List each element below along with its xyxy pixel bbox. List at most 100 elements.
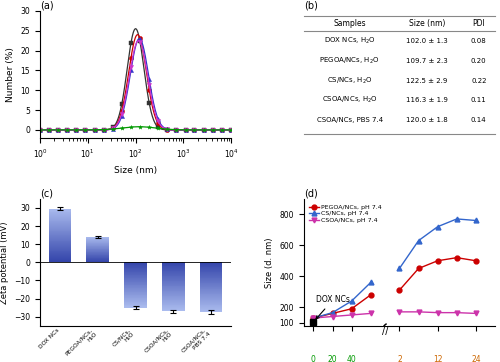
- Bar: [48, 224, 72, 225]
- Bar: [124, 270, 147, 271]
- Bar: [124, 268, 147, 269]
- Bar: [200, 278, 222, 279]
- Bar: [162, 288, 184, 289]
- Bar: [86, 243, 109, 244]
- Bar: [124, 298, 147, 299]
- Bar: [200, 285, 222, 286]
- Bar: [124, 293, 147, 294]
- Text: 24: 24: [471, 355, 480, 362]
- Text: (d): (d): [304, 188, 318, 198]
- Bar: [200, 309, 222, 310]
- Text: 40: 40: [346, 355, 356, 362]
- Bar: [162, 282, 184, 283]
- Bar: [200, 289, 222, 290]
- Bar: [48, 257, 72, 258]
- Bar: [86, 244, 109, 245]
- Text: CSOA/NCs, H$_2$O: CSOA/NCs, H$_2$O: [322, 95, 378, 105]
- Bar: [200, 304, 222, 306]
- Bar: [162, 271, 184, 272]
- Bar: [200, 272, 222, 273]
- Text: 102.0 ± 1.3: 102.0 ± 1.3: [406, 38, 448, 44]
- Bar: [162, 283, 184, 284]
- Bar: [124, 291, 147, 292]
- Bar: [200, 287, 222, 288]
- Bar: [162, 296, 184, 297]
- Bar: [200, 310, 222, 311]
- Bar: [124, 262, 147, 263]
- CS/NCs, pH 7.4: [310, 316, 316, 320]
- Bar: [124, 269, 147, 270]
- Bar: [48, 236, 72, 237]
- Bar: [200, 271, 222, 272]
- Bar: [48, 259, 72, 260]
- Bar: [200, 281, 222, 282]
- Bar: [124, 282, 147, 283]
- Bar: [48, 248, 72, 249]
- Bar: [200, 306, 222, 307]
- Bar: [48, 235, 72, 236]
- Bar: [162, 285, 184, 286]
- Bar: [200, 291, 222, 292]
- Bar: [162, 302, 184, 303]
- Bar: [162, 286, 184, 287]
- Bar: [162, 292, 184, 293]
- Bar: [162, 269, 184, 270]
- CSOA/NCs, pH 7.4: [310, 316, 316, 320]
- Text: 0: 0: [311, 355, 316, 362]
- Bar: [124, 264, 147, 265]
- Bar: [86, 259, 109, 260]
- Text: 2: 2: [397, 355, 402, 362]
- Bar: [162, 265, 184, 266]
- Line: CSOA/NCs, pH 7.4: CSOA/NCs, pH 7.4: [311, 311, 373, 320]
- Bar: [48, 261, 72, 262]
- Bar: [48, 250, 72, 251]
- Bar: [162, 274, 184, 275]
- Bar: [124, 285, 147, 286]
- Bar: [86, 256, 109, 257]
- Text: 0.08: 0.08: [471, 38, 486, 44]
- CS/NCs, pH 7.4: [368, 280, 374, 285]
- Text: Samples: Samples: [334, 19, 366, 28]
- Bar: [86, 257, 109, 258]
- Bar: [162, 290, 184, 291]
- Bar: [200, 297, 222, 298]
- Text: DOX NCs, H$_2$O: DOX NCs, H$_2$O: [324, 36, 376, 46]
- Bar: [200, 296, 222, 297]
- Bar: [48, 249, 72, 250]
- Bar: [162, 307, 184, 308]
- Text: (b): (b): [304, 0, 318, 10]
- Bar: [86, 253, 109, 254]
- Bar: [48, 234, 72, 235]
- Bar: [124, 290, 147, 291]
- Bar: [162, 301, 184, 302]
- Bar: [200, 311, 222, 312]
- Text: PDI: PDI: [472, 19, 485, 28]
- Bar: [200, 282, 222, 283]
- Bar: [162, 281, 184, 282]
- Bar: [124, 294, 147, 295]
- Bar: [162, 306, 184, 307]
- Bar: [48, 246, 72, 247]
- Bar: [200, 270, 222, 271]
- Bar: [86, 239, 109, 240]
- Bar: [162, 270, 184, 271]
- Bar: [48, 258, 72, 259]
- Bar: [200, 275, 222, 276]
- CSOA/NCs, pH 7.4: [348, 313, 354, 317]
- Bar: [200, 293, 222, 294]
- Bar: [162, 298, 184, 299]
- Bar: [48, 244, 72, 245]
- Y-axis label: Zeta potential (mV): Zeta potential (mV): [0, 221, 8, 304]
- Bar: [48, 247, 72, 248]
- Text: //: //: [382, 326, 388, 336]
- Bar: [162, 279, 184, 280]
- Text: CS/NCs, H$_2$O: CS/NCs, H$_2$O: [327, 76, 372, 86]
- Bar: [86, 241, 109, 242]
- Bar: [48, 228, 72, 229]
- Text: 0.14: 0.14: [471, 117, 486, 123]
- Bar: [162, 278, 184, 279]
- Bar: [124, 289, 147, 290]
- Text: Size (nm): Size (nm): [409, 19, 446, 28]
- Bar: [48, 215, 72, 216]
- Bar: [200, 299, 222, 300]
